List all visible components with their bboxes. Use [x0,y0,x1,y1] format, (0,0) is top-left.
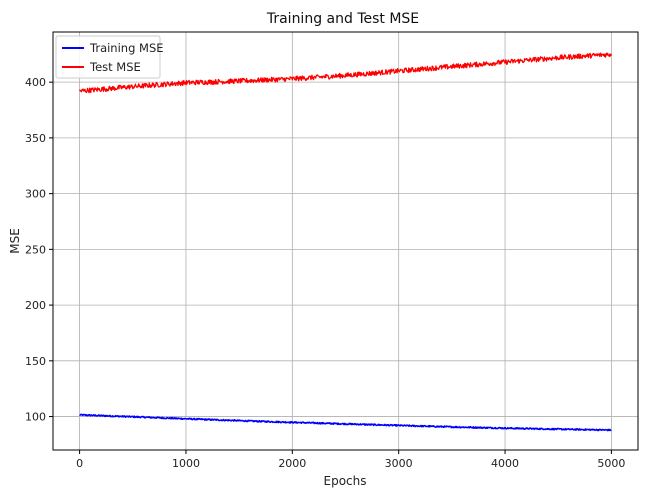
x-axis-ticks: 0 1000 2000 3000 4000 5000 [76,450,625,470]
y-tick-label: 250 [25,243,46,256]
x-tick-label: 2000 [278,457,306,470]
training-mse-line [79,413,612,432]
x-tick-label: 1000 [172,457,200,470]
legend: Training MSE Test MSE [55,35,164,79]
y-tick-label: 200 [25,299,46,312]
x-tick-label: 5000 [597,457,625,470]
series-layer [79,52,613,432]
x-tick-label: 4000 [491,457,519,470]
x-tick-label: 0 [76,457,83,470]
x-axis-title: Epochs [324,474,367,488]
plot-frame [52,31,639,451]
y-tick-label: 350 [25,132,46,145]
y-axis-ticks: 100 150 200 250 300 350 400 [25,76,53,424]
legend-label-training: Training MSE [89,41,164,55]
legend-label-test: Test MSE [89,60,141,74]
y-axis-title: MSE [8,228,22,254]
y-tick-label: 150 [25,355,46,368]
grid [53,32,638,450]
y-tick-label: 100 [25,411,46,424]
chart-title: Training and Test MSE [266,11,419,27]
test-mse-line [79,52,613,94]
y-tick-label: 300 [25,188,46,201]
x-tick-label: 3000 [385,457,413,470]
y-tick-label: 400 [25,76,46,89]
